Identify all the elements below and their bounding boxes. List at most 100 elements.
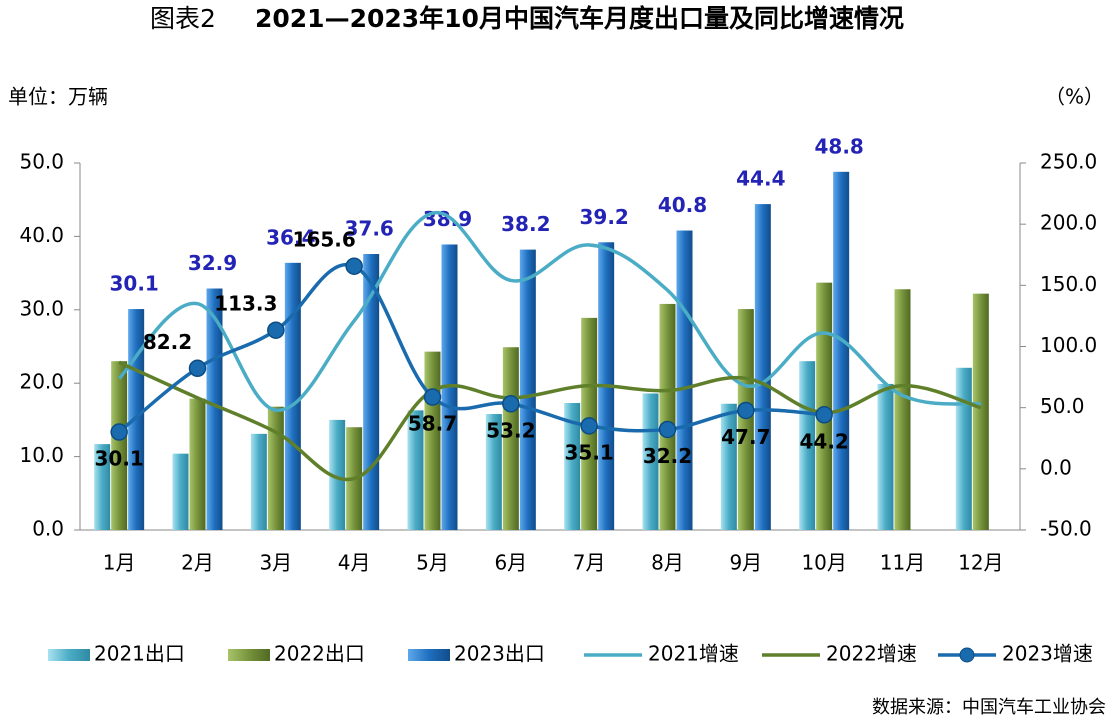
bar-label: 40.8	[658, 193, 707, 217]
x-tick-label: 6月	[494, 551, 527, 575]
x-tick-label: 8月	[651, 551, 684, 575]
x-tick-label: 7月	[573, 551, 606, 575]
bar	[485, 414, 502, 530]
bar-label: 38.2	[501, 212, 550, 236]
bar-label: 36.4	[266, 225, 315, 249]
bar-label: 37.6	[344, 217, 393, 241]
y-unit: 单位：万辆	[8, 85, 108, 109]
y-tick-label: 30.0	[19, 296, 64, 320]
legend-label: 2022出口	[274, 642, 365, 666]
y2-unit: （%）	[1045, 85, 1104, 109]
x-tick-label: 2月	[181, 551, 214, 575]
bar	[659, 303, 676, 530]
x-tick-label: 9月	[729, 551, 762, 575]
line-label: 165.6	[293, 228, 356, 252]
y2-tick-label: 50.0	[1040, 394, 1085, 418]
bar	[267, 406, 284, 530]
bar	[894, 289, 911, 530]
x-tick-label: 5月	[416, 551, 449, 575]
y-tick-label: 40.0	[19, 223, 64, 247]
bar	[799, 361, 816, 530]
bar-label: 32.9	[188, 251, 237, 275]
marker	[188, 359, 207, 378]
legend-item: 2022出口	[228, 642, 365, 666]
x-tick-label: 12月	[958, 551, 1003, 575]
line-label: 44.2	[799, 429, 848, 453]
bar	[424, 351, 441, 530]
bar	[833, 171, 850, 531]
line-label: 58.7	[408, 412, 457, 436]
legend-item: 2023增速	[938, 642, 1093, 666]
x-tick-label: 11月	[880, 551, 925, 575]
bar	[972, 293, 989, 530]
bar	[564, 403, 581, 530]
line	[117, 211, 982, 412]
legend-label: 2022增速	[826, 642, 917, 666]
x-tick-label: 1月	[103, 551, 136, 575]
bar	[877, 383, 894, 530]
y2-tick-label: 0.0	[1040, 455, 1072, 479]
legend-label: 2023出口	[454, 642, 545, 666]
legend-item: 2023出口	[408, 642, 545, 666]
marker	[423, 388, 442, 406]
source: 数据来源：中国汽车工业协会	[872, 697, 1106, 718]
legend-label: 2021增速	[648, 642, 739, 666]
bar	[519, 249, 536, 530]
y2-tick-label: -50.0	[1040, 517, 1092, 541]
legend-marker	[959, 647, 975, 663]
y-tick-label: 0.0	[32, 517, 64, 541]
y2-tick-label: 150.0	[1040, 272, 1097, 296]
y2-tick-label: 250.0	[1040, 150, 1097, 174]
line-label: 35.1	[564, 440, 613, 464]
line-label: 32.2	[643, 444, 692, 468]
legend-swatch	[48, 649, 90, 661]
bar	[955, 367, 972, 530]
bar	[94, 444, 111, 530]
bar	[329, 419, 346, 530]
legend-swatch	[408, 649, 450, 661]
x-tick-label: 3月	[259, 551, 292, 575]
line-label: 53.2	[486, 418, 535, 442]
legend-label: 2023增速	[1002, 642, 1093, 666]
y-tick-label: 10.0	[19, 443, 64, 467]
marker	[345, 257, 363, 275]
figure-label: 图表2	[150, 4, 216, 33]
marker	[502, 395, 520, 413]
bar	[189, 398, 206, 530]
x-tick-label: 4月	[338, 551, 371, 575]
bar	[111, 361, 128, 530]
marker	[580, 417, 598, 435]
marker	[737, 401, 755, 420]
line-label: 113.3	[214, 292, 277, 316]
line-label: 30.1	[94, 447, 143, 471]
marker	[110, 423, 128, 441]
bar	[737, 309, 754, 530]
bar	[250, 433, 267, 530]
bar-label: 39.2	[579, 205, 628, 229]
bar	[172, 453, 189, 530]
y-tick-label: 20.0	[19, 370, 64, 394]
bar-label: 48.8	[814, 134, 863, 158]
bar	[642, 393, 659, 530]
bar	[284, 262, 301, 530]
bar	[676, 230, 693, 530]
x-tick-label: 10月	[801, 551, 846, 575]
bar	[720, 403, 737, 530]
line-label: 47.7	[721, 425, 770, 449]
line	[118, 262, 825, 434]
legend-swatch	[228, 649, 270, 661]
legend-item: 2021出口	[48, 642, 185, 666]
chart-title: 2021—2023年10月中国汽车月度出口量及同比增速情况	[255, 4, 904, 33]
line-label: 82.2	[143, 330, 192, 354]
marker	[658, 420, 677, 439]
marker	[267, 321, 285, 339]
y-tick-label: 50.0	[19, 150, 64, 174]
bar-label: 44.4	[736, 167, 785, 191]
marker	[815, 406, 833, 424]
y2-tick-label: 200.0	[1040, 211, 1097, 235]
y2-tick-label: 100.0	[1040, 333, 1097, 357]
bar	[407, 410, 424, 530]
bar-label: 30.1	[109, 272, 158, 296]
legend-item: 2021增速	[584, 642, 739, 666]
